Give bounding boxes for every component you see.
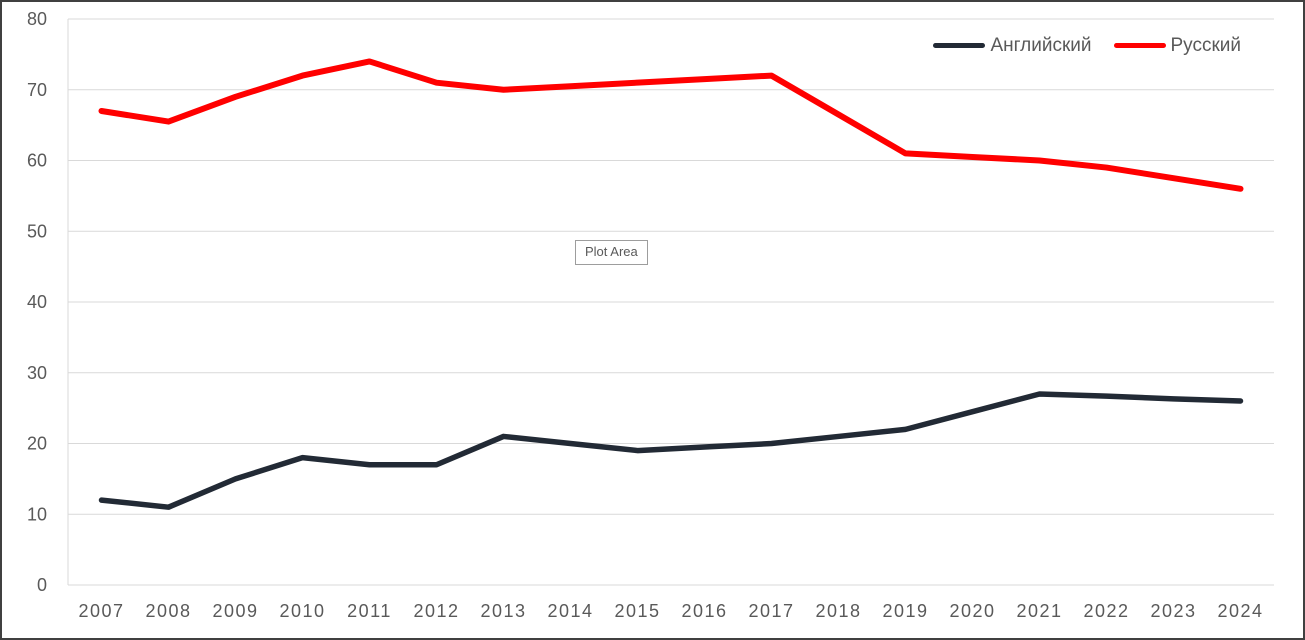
y-tick-label: 40	[27, 292, 47, 312]
x-tick-label: 2012	[413, 601, 459, 621]
x-tick-label: 2008	[145, 601, 191, 621]
y-tick-label: 60	[27, 151, 47, 171]
legend-label-english: Английский	[990, 35, 1092, 56]
x-tick-label: 2020	[949, 601, 995, 621]
legend-item-english[interactable]: Английский	[933, 35, 1092, 56]
plot-area-tooltip: Plot Area	[575, 240, 648, 265]
x-tick-label: 2021	[1016, 601, 1062, 621]
x-tick-label: 2015	[614, 601, 660, 621]
x-tick-label: 2010	[279, 601, 325, 621]
series-line-english[interactable]	[98, 391, 1244, 510]
y-tick-label: 50	[27, 221, 47, 241]
x-tick-label: 2013	[480, 601, 526, 621]
x-tick-label: 2018	[815, 601, 861, 621]
y-tick-label: 80	[27, 9, 47, 29]
legend-label-russian: Русский	[1170, 35, 1242, 56]
y-tick-label: 20	[27, 434, 47, 454]
y-tick-label: 10	[27, 504, 47, 524]
x-tick-label: 2024	[1217, 601, 1263, 621]
x-tick-label: 2023	[1150, 601, 1196, 621]
series-line-russian[interactable]	[98, 58, 1244, 192]
x-tick-label: 2014	[547, 601, 593, 621]
y-tick-label: 0	[37, 575, 47, 595]
y-tick-label: 30	[27, 363, 47, 383]
legend-swatch-english-line	[933, 43, 986, 48]
y-tick-label: 70	[27, 80, 47, 100]
x-tick-label: 2011	[347, 601, 392, 621]
x-tick-label: 2016	[681, 601, 727, 621]
legend-swatch-russian-line	[1113, 43, 1166, 48]
legend: Английский Русский	[933, 36, 1241, 55]
x-tick-label: 2009	[212, 601, 258, 621]
x-tick-label: 2019	[882, 601, 928, 621]
legend-item-russian[interactable]: Русский	[1113, 35, 1242, 56]
x-tick-label: 2017	[748, 601, 794, 621]
x-tick-label: 2007	[78, 601, 124, 621]
x-tick-label: 2022	[1083, 601, 1129, 621]
